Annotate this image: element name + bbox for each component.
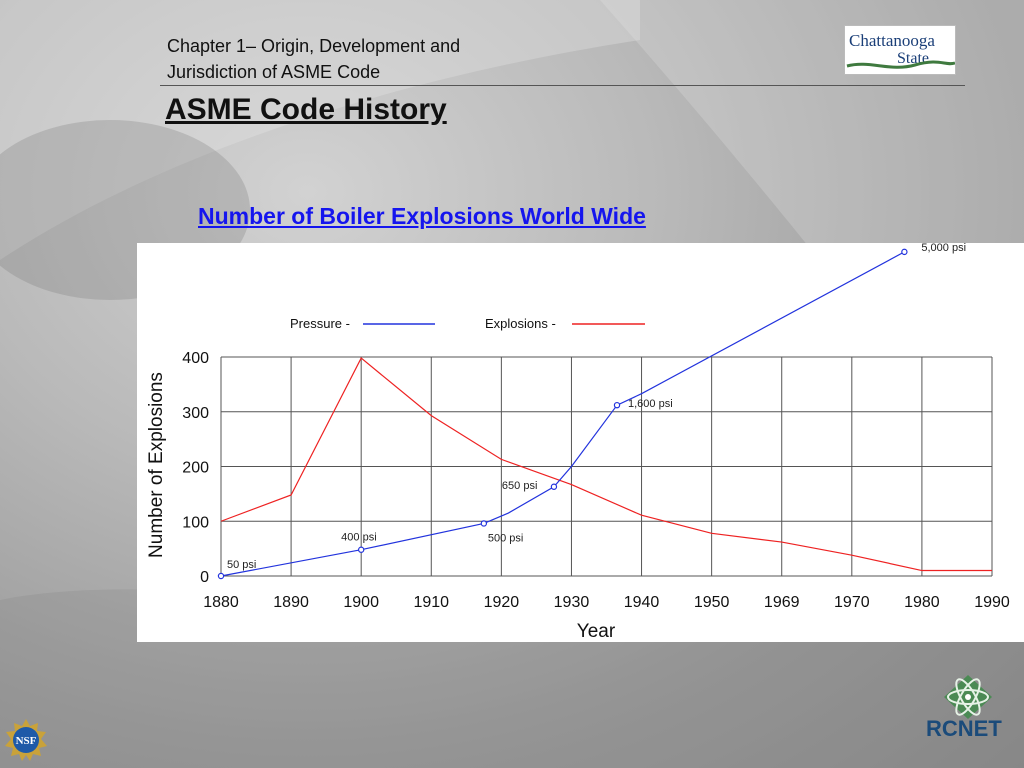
pressure-data-label: 500 psi (488, 532, 523, 544)
pressure-point-marker (901, 248, 908, 256)
chapter-header-line2: Jurisdiction of ASME Code (167, 62, 381, 82)
y-tick-label: 100 (182, 514, 209, 531)
y-tick-label: 0 (200, 569, 209, 586)
explosions-series-line (220, 357, 992, 572)
pressure-data-label: 5,000 psi (921, 243, 966, 254)
chart-panel: 0 100 200 300 400 1880 1890 1900 1910 1920 1930 194… (137, 243, 1024, 642)
x-tick-label: 1980 (904, 594, 940, 611)
pressure-point-marker (480, 520, 488, 527)
pressure-data-label: 400 psi (341, 532, 376, 544)
x-tick-label: 1900 (343, 594, 379, 611)
legend-label: Pressure - (290, 316, 350, 331)
pressure-data-label: 50 psi (227, 559, 256, 571)
chattanooga-state-logo: Chattanooga State (844, 25, 956, 75)
chart-title-link[interactable]: Number of Boiler Explosions World Wide (198, 203, 646, 229)
x-tick-label: 1970 (834, 594, 870, 611)
pressure-data-label: 650 psi (502, 480, 537, 492)
pressure-point-marker (613, 401, 621, 409)
nsf-logo: NSF (5, 719, 47, 761)
x-tick-label: 1910 (413, 594, 449, 611)
y-axis-title: Number of Explosions (146, 372, 167, 558)
pressure-point-marker (217, 572, 225, 580)
x-axis-title: Year (577, 621, 616, 642)
atom-icon (944, 675, 992, 719)
boiler-explosions-chart: 0 100 200 300 400 1880 1890 1900 1910 1920 1930 194… (146, 243, 1010, 642)
page-title: ASME Code History (165, 93, 447, 126)
x-tick-label: 1930 (554, 594, 590, 611)
x-tick-label: 1920 (484, 594, 520, 611)
y-tick-label: 400 (182, 350, 209, 367)
nsf-logo-text: NSF (16, 735, 37, 747)
logo-text-line1: Chattanooga (849, 31, 935, 50)
pressure-point-marker (550, 483, 558, 490)
y-tick-label: 200 (182, 460, 209, 477)
x-tick-label: 1890 (273, 594, 309, 611)
pressure-series-line (220, 251, 905, 577)
pressure-point-marker (357, 546, 365, 553)
x-tick-label: 1880 (203, 594, 239, 611)
y-tick-label: 300 (182, 405, 209, 422)
rcnet-logo-text: RCNET (926, 716, 1002, 741)
chapter-header-line1: Chapter 1– Origin, Development and (167, 36, 461, 56)
header-divider (160, 85, 965, 86)
x-tick-label: 1969 (764, 594, 800, 611)
rcnet-logo: RCNET (918, 672, 1018, 768)
x-tick-label: 1950 (694, 594, 730, 611)
legend-label: Explosions - (485, 316, 556, 331)
x-tick-label: 1990 (974, 594, 1010, 611)
logo-wave-icon (846, 60, 955, 69)
pressure-data-label: 1,600 psi (628, 398, 673, 410)
x-tick-label: 1940 (624, 594, 660, 611)
